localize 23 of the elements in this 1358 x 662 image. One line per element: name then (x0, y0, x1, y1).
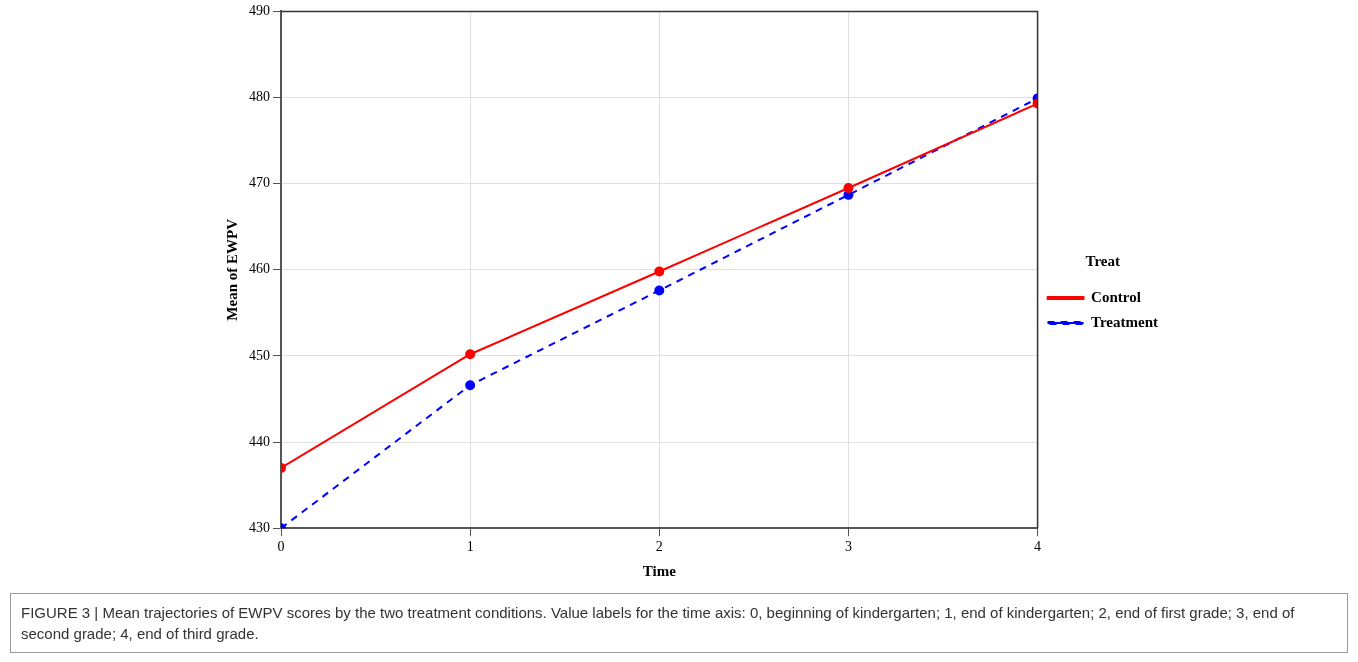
y-tick-label: 440 (249, 433, 270, 449)
y-tick-label: 480 (249, 89, 270, 105)
x-tick-label: 3 (844, 539, 852, 555)
caption: FIGURE 3 | Mean trajectories of EWPV scores by the two treatment conditions. Value labels for the time axis: 0, beginning of kindergarten; 1, end of kindergarten; 2, end of first grade; 3, end of second grade; 4, end of third grade. (10, 593, 1348, 653)
y-tick-label: 490 (249, 3, 270, 19)
point (654, 266, 665, 277)
x-tick-label: 0 (277, 539, 285, 555)
point (843, 182, 854, 193)
y-tick-label: 470 (249, 175, 270, 191)
y-axis-title: Mean of EWPV (223, 218, 240, 321)
point (654, 285, 665, 296)
point (465, 380, 476, 391)
legend-title: Treat (1085, 252, 1121, 269)
x-tick-label: 4 (1034, 539, 1042, 555)
legend-label: Control (1091, 288, 1141, 305)
x-tick-label: 2 (655, 539, 663, 555)
x-tick-label: 1 (466, 539, 474, 555)
legend-label: Treatment (1091, 313, 1158, 330)
x-axis-title: Time (642, 562, 677, 579)
y-tick-label: 460 (249, 261, 270, 277)
y-tick-label: 430 (249, 519, 270, 535)
y-tick-label: 450 (249, 347, 270, 363)
point (465, 349, 476, 360)
